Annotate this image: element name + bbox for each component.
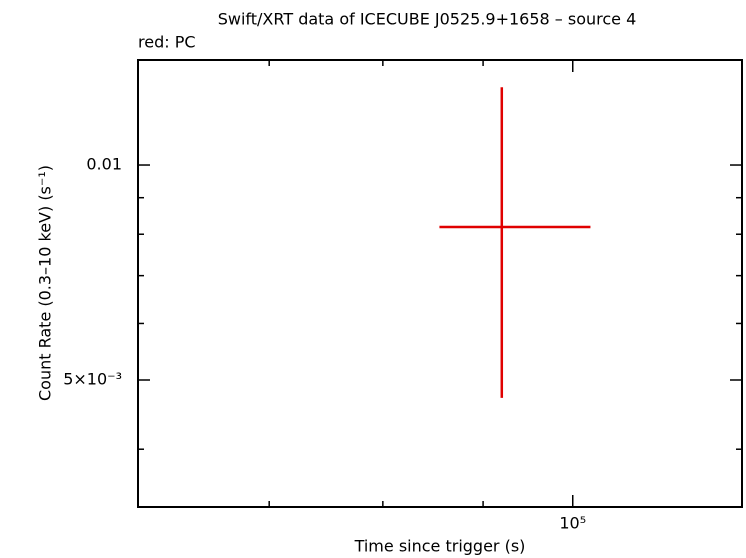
chart-title: Swift/XRT data of ICECUBE J0525.9+1658 –…	[218, 10, 637, 29]
x-axis-label: Time since trigger (s)	[354, 537, 526, 556]
y-tick-label: 5×10⁻³	[63, 370, 122, 389]
y-tick-label: 0.01	[86, 155, 122, 174]
plot-frame	[137, 59, 743, 508]
y-axis-label: Count Rate (0.3–10 keV) (s⁻¹)	[36, 165, 55, 401]
chart-subtitle: red: PC	[138, 33, 196, 52]
x-tick-label: 10⁵	[559, 514, 586, 533]
